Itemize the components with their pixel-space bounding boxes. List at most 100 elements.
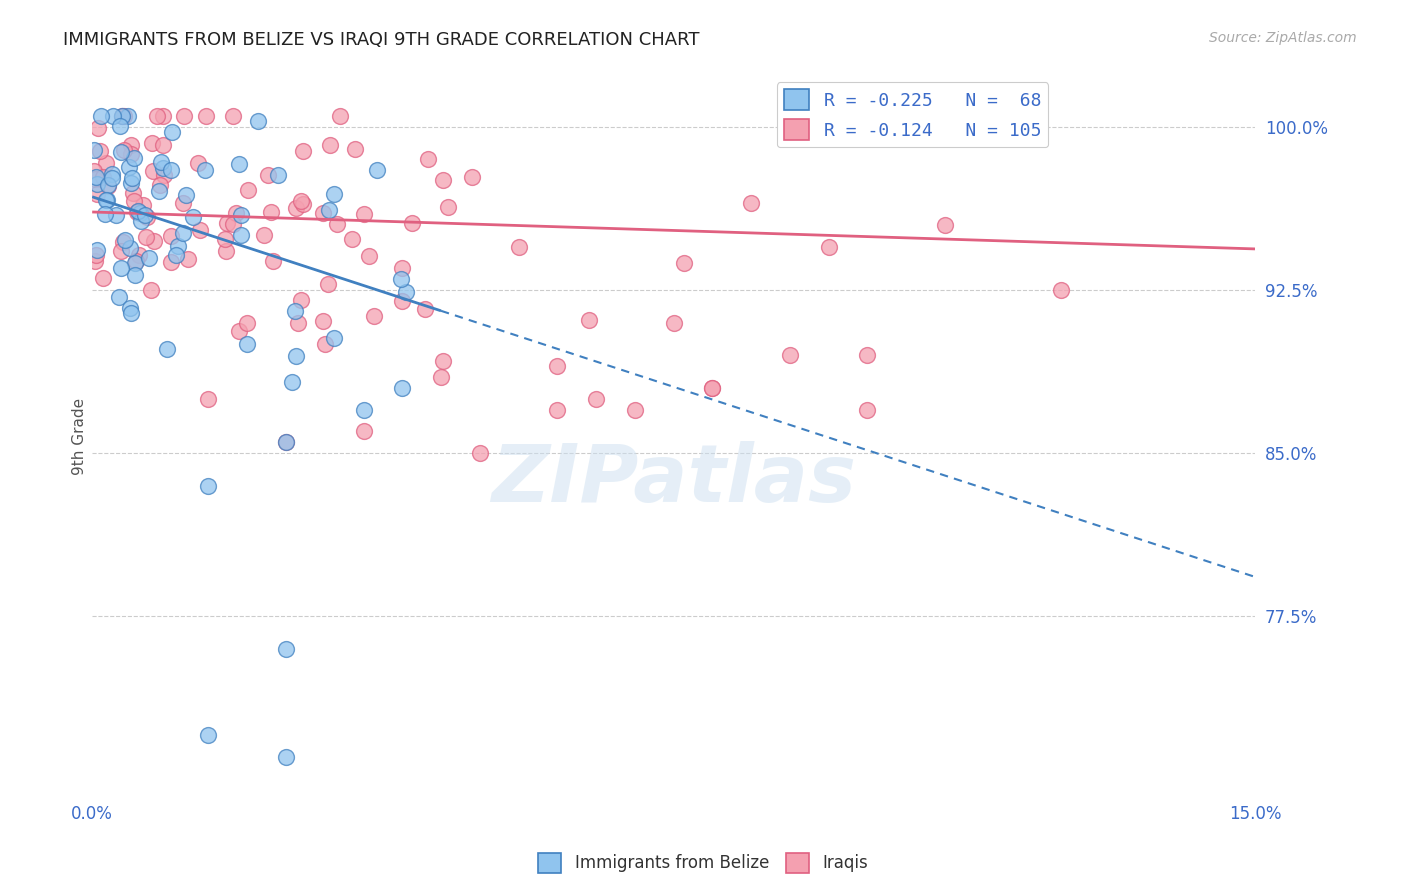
Point bbox=[323, 331, 346, 345]
Point bbox=[152, 110, 174, 124]
Point bbox=[311, 314, 333, 328]
Point bbox=[292, 145, 315, 159]
Legend: Immigrants from Belize, Iraqis: Immigrants from Belize, Iraqis bbox=[531, 847, 875, 880]
Point bbox=[214, 232, 236, 246]
Point bbox=[111, 110, 134, 124]
Point bbox=[121, 306, 143, 320]
Point bbox=[366, 163, 388, 178]
Point bbox=[110, 260, 132, 275]
Point bbox=[228, 325, 250, 339]
Point bbox=[160, 163, 183, 178]
Point bbox=[1050, 283, 1073, 297]
Point bbox=[460, 169, 482, 184]
Point bbox=[197, 478, 219, 492]
Point bbox=[222, 217, 245, 231]
Point bbox=[152, 138, 174, 153]
Point bbox=[104, 208, 127, 222]
Text: IMMIGRANTS FROM BELIZE VS IRAQI 9TH GRADE CORRELATION CHART: IMMIGRANTS FROM BELIZE VS IRAQI 9TH GRAD… bbox=[63, 31, 700, 49]
Point bbox=[287, 316, 309, 330]
Point bbox=[121, 170, 143, 185]
Point bbox=[702, 381, 724, 395]
Point bbox=[413, 301, 436, 316]
Point bbox=[353, 425, 375, 439]
Point bbox=[112, 143, 135, 157]
Point bbox=[149, 154, 172, 169]
Point bbox=[110, 119, 132, 133]
Point bbox=[177, 252, 200, 266]
Point bbox=[127, 203, 149, 218]
Point bbox=[401, 216, 423, 230]
Point bbox=[436, 200, 458, 214]
Point bbox=[290, 293, 312, 308]
Point bbox=[110, 145, 132, 160]
Point bbox=[344, 143, 367, 157]
Point bbox=[187, 156, 209, 170]
Point bbox=[112, 110, 135, 124]
Point bbox=[91, 271, 114, 285]
Point bbox=[353, 207, 375, 221]
Point bbox=[86, 187, 108, 202]
Y-axis label: 9th Grade: 9th Grade bbox=[72, 398, 87, 475]
Point bbox=[290, 194, 312, 209]
Point bbox=[159, 229, 181, 244]
Point bbox=[624, 402, 647, 417]
Point bbox=[319, 137, 342, 152]
Point bbox=[122, 152, 145, 166]
Text: ZIPatlas: ZIPatlas bbox=[491, 442, 856, 519]
Point bbox=[86, 177, 108, 191]
Point bbox=[391, 261, 413, 276]
Point bbox=[118, 241, 141, 255]
Point bbox=[138, 251, 160, 265]
Point bbox=[165, 247, 187, 261]
Point bbox=[856, 348, 879, 362]
Point bbox=[117, 110, 139, 124]
Point bbox=[124, 253, 146, 268]
Point bbox=[508, 240, 530, 254]
Point bbox=[389, 272, 412, 286]
Point bbox=[86, 248, 108, 262]
Point bbox=[546, 402, 568, 417]
Point bbox=[359, 250, 381, 264]
Point bbox=[129, 205, 152, 219]
Point bbox=[142, 163, 165, 178]
Point bbox=[110, 244, 132, 258]
Point bbox=[468, 446, 491, 460]
Point bbox=[93, 207, 115, 221]
Point bbox=[89, 144, 111, 158]
Point bbox=[120, 137, 142, 152]
Point bbox=[122, 194, 145, 209]
Point bbox=[934, 218, 956, 232]
Point bbox=[578, 313, 600, 327]
Point bbox=[430, 370, 453, 384]
Point bbox=[97, 178, 120, 193]
Point bbox=[260, 205, 283, 219]
Point bbox=[91, 169, 114, 184]
Point bbox=[149, 178, 172, 192]
Point bbox=[143, 234, 166, 248]
Point bbox=[236, 183, 259, 197]
Point bbox=[86, 170, 108, 185]
Point bbox=[432, 173, 454, 187]
Point bbox=[281, 375, 304, 389]
Point bbox=[128, 248, 150, 262]
Point bbox=[316, 277, 339, 291]
Point bbox=[342, 232, 364, 246]
Point bbox=[274, 435, 297, 450]
Point bbox=[856, 402, 879, 417]
Point bbox=[314, 337, 336, 351]
Point bbox=[181, 211, 204, 225]
Point bbox=[291, 197, 314, 211]
Point bbox=[817, 240, 839, 254]
Point bbox=[108, 290, 131, 304]
Point bbox=[274, 641, 297, 656]
Point bbox=[740, 196, 762, 211]
Point bbox=[122, 186, 145, 201]
Point bbox=[267, 168, 290, 182]
Point bbox=[118, 160, 141, 174]
Point bbox=[195, 110, 218, 124]
Point bbox=[214, 244, 236, 258]
Text: Source: ZipAtlas.com: Source: ZipAtlas.com bbox=[1209, 31, 1357, 45]
Point bbox=[83, 164, 105, 178]
Point bbox=[363, 309, 385, 323]
Point bbox=[215, 216, 238, 230]
